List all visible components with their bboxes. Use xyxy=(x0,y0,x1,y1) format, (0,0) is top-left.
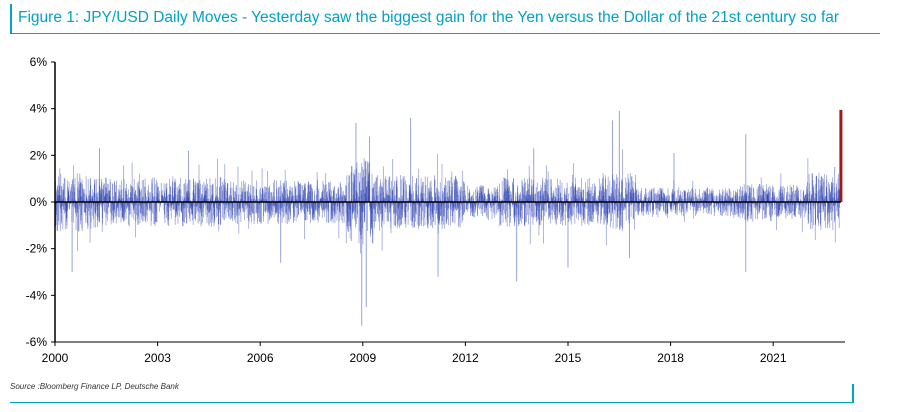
y-tick-label: -2% xyxy=(26,242,48,256)
footer-rule-end xyxy=(852,384,854,403)
x-tick-label: 2021 xyxy=(760,351,787,365)
x-tick-label: 2000 xyxy=(42,351,69,365)
x-tick-label: 2018 xyxy=(657,351,684,365)
x-tick-label: 2015 xyxy=(555,351,582,365)
axis-tick-labels: -6% -4% -2% 0% 2% 4% 6% 2000 2003 2006 2009 2012 201… xyxy=(26,55,787,365)
source-note: Source :Bloomberg Finance LP, Deutsche B… xyxy=(10,382,179,391)
footer-rule xyxy=(10,402,853,403)
x-tick-label: 2012 xyxy=(452,351,479,365)
y-tick-label: 4% xyxy=(30,102,48,116)
x-tick-label: 2003 xyxy=(144,351,171,365)
x-tick-label: 2006 xyxy=(247,351,274,365)
y-tick-label: 2% xyxy=(30,148,48,162)
figure-title: Figure 1: JPY/USD Daily Moves - Yesterda… xyxy=(10,4,880,34)
y-tick-label: 6% xyxy=(30,55,48,69)
daily-move-bars xyxy=(54,109,843,326)
x-tick-label: 2009 xyxy=(349,351,376,365)
y-tick-label: -4% xyxy=(26,288,48,302)
y-tick-label: 0% xyxy=(30,195,48,209)
jpy-usd-daily-moves-chart: -6% -4% -2% 0% 2% 4% 6% 2000 2003 2006 2009 2012 201… xyxy=(26,55,845,365)
chart-axes xyxy=(51,61,845,346)
y-tick-label: -6% xyxy=(26,335,48,349)
